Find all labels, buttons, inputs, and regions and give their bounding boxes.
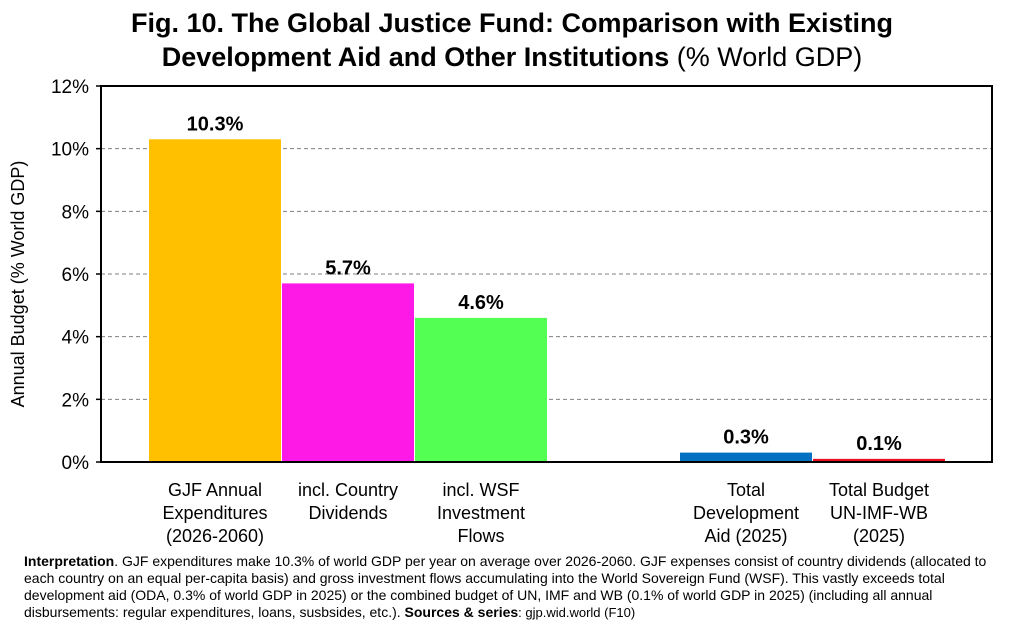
value-labels: 10.3% 5.7% 4.6% 0.3% 0.1% <box>187 113 902 455</box>
x-tick-label: (2025) <box>853 526 905 546</box>
y-tick-label: 6% <box>62 265 90 286</box>
x-axis-labels: GJF Annual Expenditures (2026-2060) incl. C… <box>162 480 929 546</box>
interpretation-note: Interpretation. GJF expenditures make 10… <box>24 553 1004 621</box>
x-tick-label: GJF Annual <box>168 480 262 500</box>
value-label: 4.6% <box>458 292 504 314</box>
bar <box>149 139 281 462</box>
value-label: 5.7% <box>325 257 371 279</box>
x-tick-label: Investment <box>437 503 525 523</box>
bar <box>415 317 547 462</box>
x-tick-label: incl. WSF <box>442 480 519 500</box>
x-tick-label: Total Budget <box>829 480 929 500</box>
y-tick-label: 10% <box>51 140 89 161</box>
note-body: . GJF expenditures make 10.3% of world G… <box>24 553 987 620</box>
x-tick-label: UN-IMF-WB <box>830 503 928 523</box>
x-tick-label: Aid (2025) <box>704 526 787 546</box>
value-label: 10.3% <box>187 113 244 135</box>
y-tick-label: 8% <box>62 202 90 223</box>
value-label: 0.1% <box>856 433 902 455</box>
sources-text: : gjp.wid.world (F10) <box>518 605 636 620</box>
note-lead: Interpretation <box>24 553 115 569</box>
x-tick-label: Total <box>727 480 765 500</box>
chart-title: Fig. 10. The Global Justice Fund: Compar… <box>0 6 1024 74</box>
x-tick-label: Expenditures <box>162 503 267 523</box>
y-tick-label: 2% <box>62 390 90 411</box>
x-tick-label: Development <box>693 503 799 523</box>
y-tick-label: 4% <box>62 328 90 349</box>
y-axis-ticks: 0% 2% 4% 6% 8% 10% 12% <box>51 77 101 474</box>
x-tick-label: incl. Country <box>298 480 398 500</box>
bar <box>282 283 414 462</box>
x-tick-label: Dividends <box>308 503 387 523</box>
value-label: 0.3% <box>723 427 769 449</box>
chart-title-suffix: (% World GDP) <box>676 42 863 72</box>
y-tick-label: 0% <box>62 453 90 474</box>
x-tick-label: (2026-2060) <box>166 526 264 546</box>
plot-frame <box>100 85 993 463</box>
sources-label: Sources & series <box>404 604 519 620</box>
chart-title-line2: Development Aid and Other Institutions <box>161 42 670 72</box>
y-tick-label: 12% <box>51 77 89 98</box>
bar <box>813 458 945 462</box>
y-axis-label: Annual Budget (% World GDP) <box>8 161 28 408</box>
chart-title-line1: Fig. 10. The Global Justice Fund: Compar… <box>130 8 894 38</box>
bars <box>149 139 945 462</box>
x-tick-label: Flows <box>457 526 504 546</box>
bar <box>680 452 812 462</box>
